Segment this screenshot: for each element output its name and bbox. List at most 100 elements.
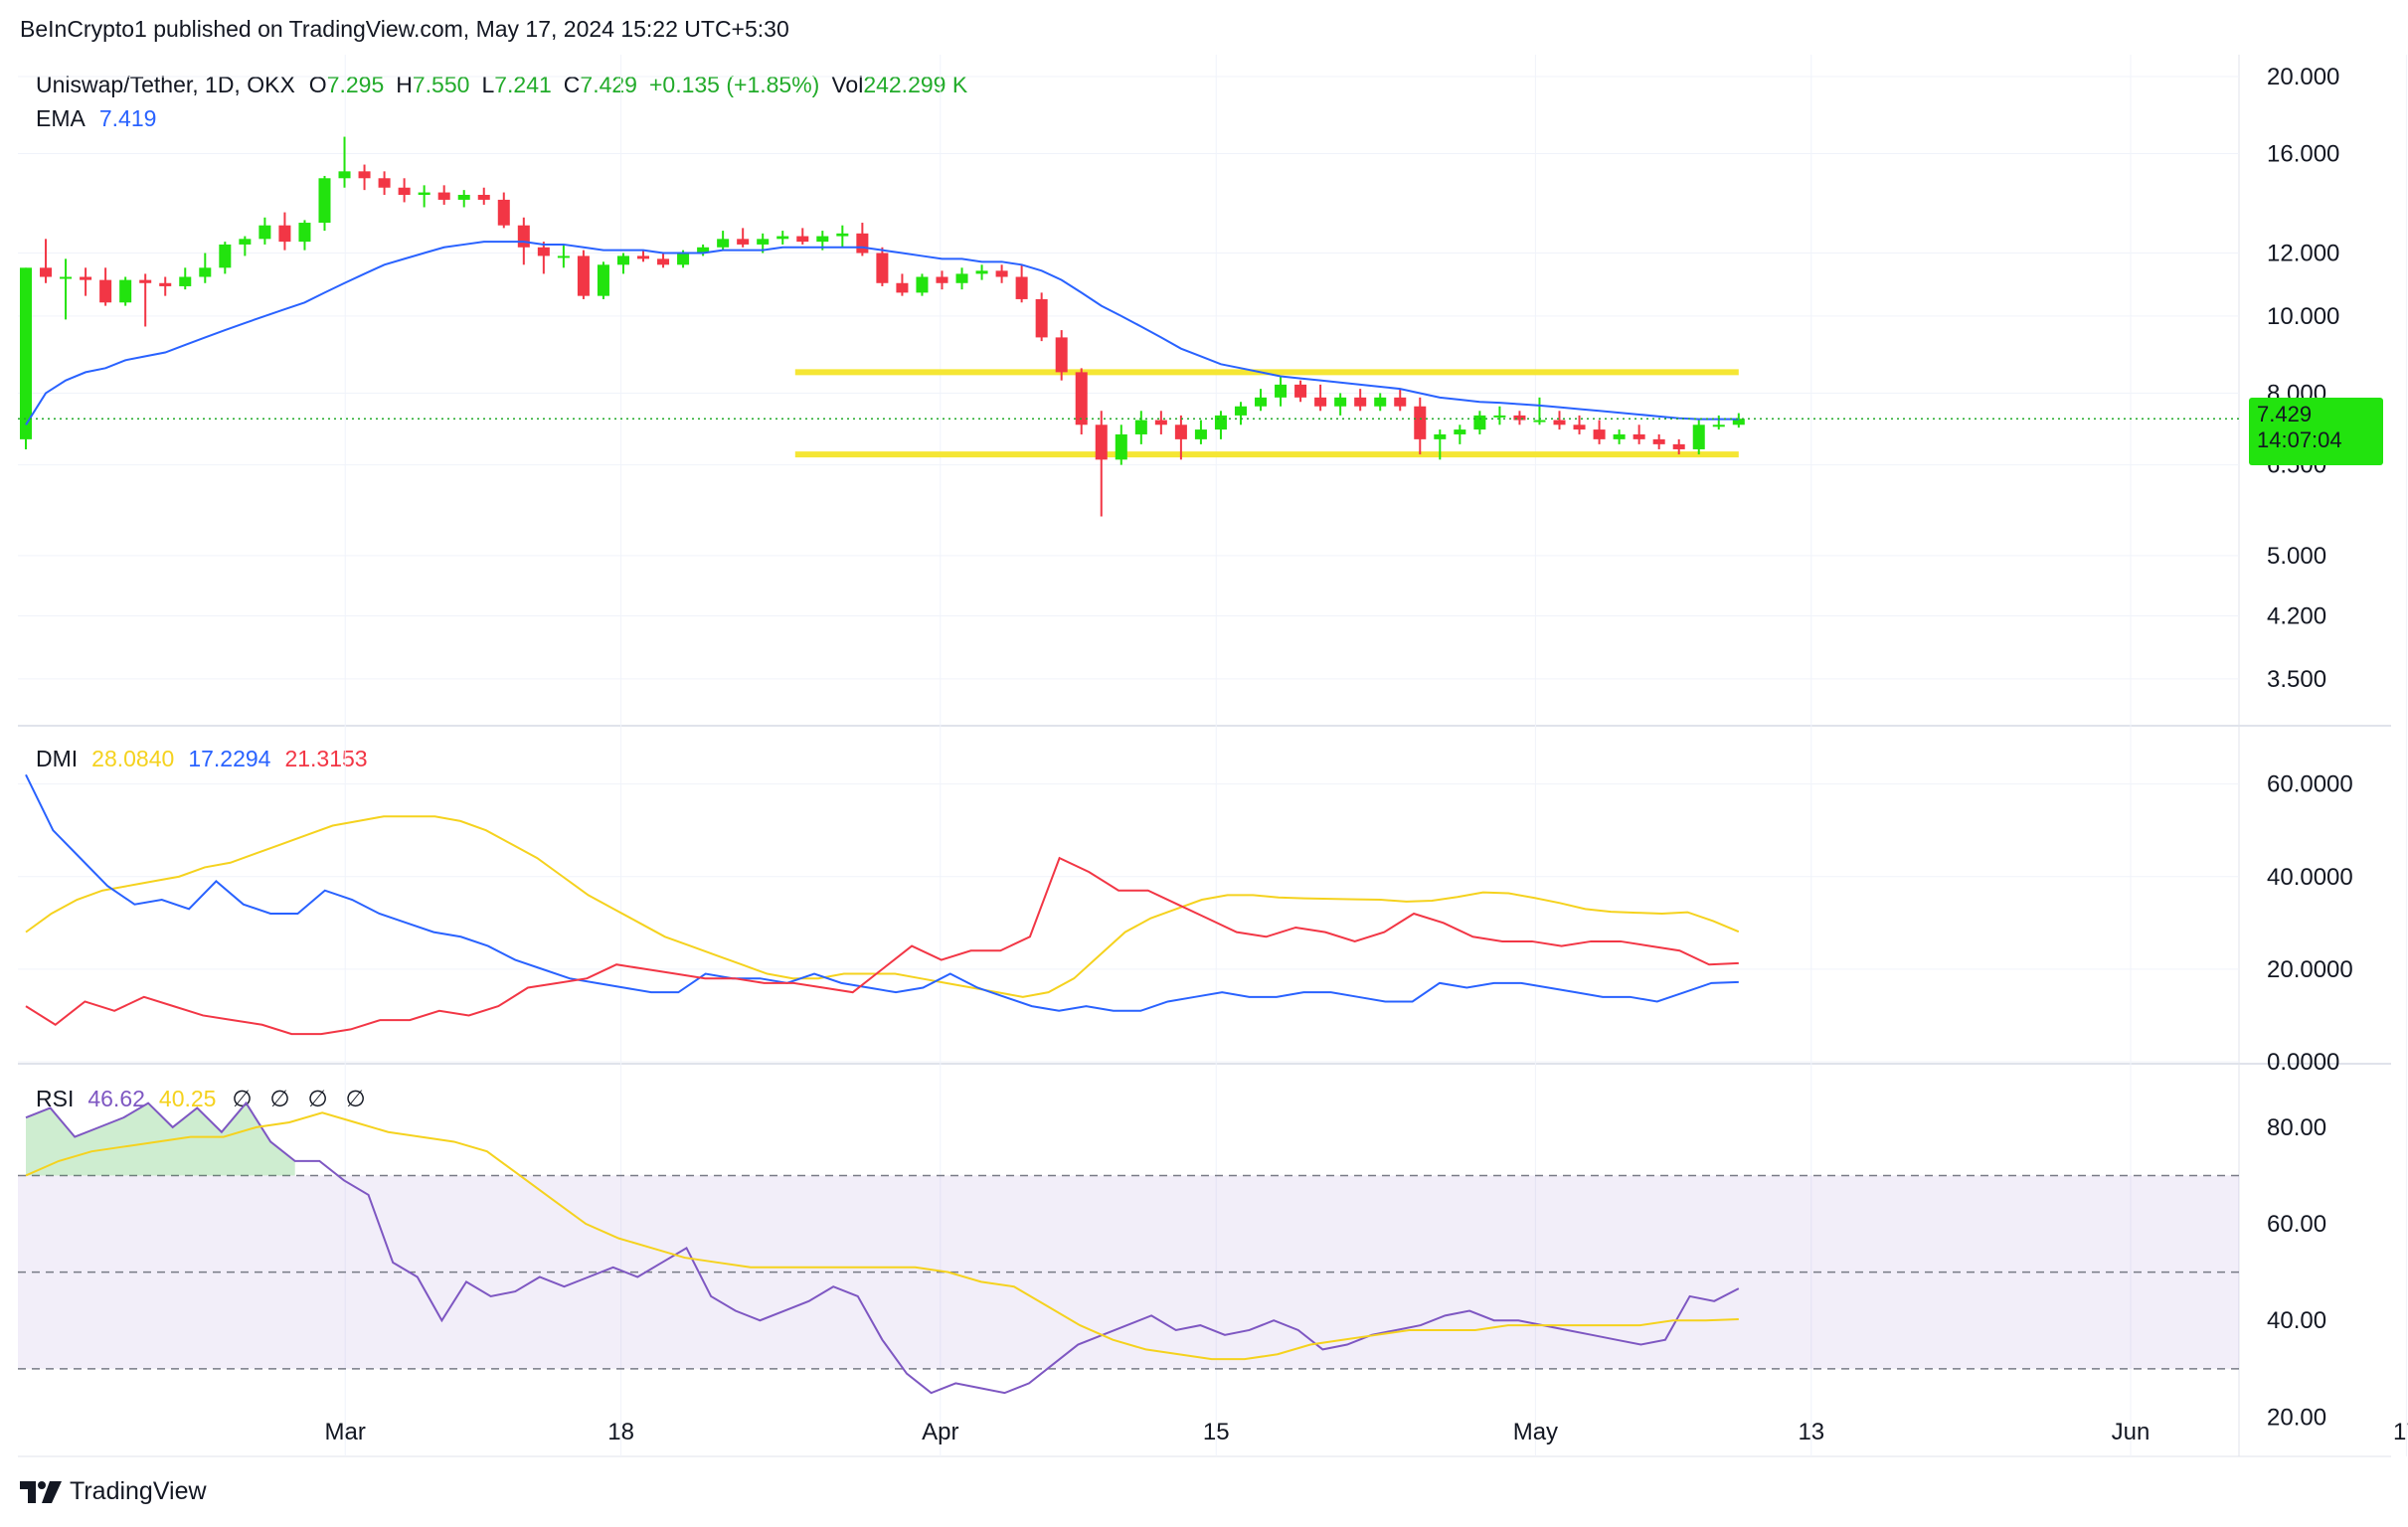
candle-body (1095, 424, 1108, 460)
candle-body (557, 255, 570, 258)
candle-body (1553, 420, 1566, 425)
rsi-axis-label: 40.00 (2267, 1307, 2326, 1334)
candle-body (1035, 298, 1048, 338)
candle-body (1294, 384, 1307, 398)
dmi-axis-label: 0.0000 (2267, 1049, 2339, 1076)
low-value: 7.241 (494, 72, 552, 97)
symbol-legend: Uniswap/Tether, 1D, OKX O 7.295 H 7.550 … (36, 72, 967, 98)
x-tick-label: Jun (2112, 1419, 2150, 1445)
ema-line (25, 241, 1739, 425)
high-label: H (396, 72, 413, 97)
candle-body (616, 255, 629, 265)
rsi-axis-label: 80.00 (2267, 1114, 2326, 1141)
candle-body (239, 239, 252, 245)
rsi-ma-line (25, 1111, 1739, 1361)
dmi-legend: DMI 28.0840 17.2294 21.3153 (36, 746, 368, 772)
change-value: +0.135 (+1.85%) (648, 72, 820, 97)
candle-body (19, 267, 33, 439)
price-axis-label: 5.000 (2267, 543, 2326, 570)
ema-label: EMA (36, 105, 86, 131)
candle-body (1134, 420, 1147, 434)
candle-body (358, 171, 371, 179)
candle-body (437, 192, 450, 200)
candle-body (1513, 415, 1526, 421)
rsi-extra-2: ∅ (269, 1086, 290, 1111)
candle-body (796, 236, 809, 243)
candle-body (1394, 397, 1407, 407)
candle-body (99, 279, 112, 303)
candle-body (1633, 433, 1645, 439)
dmi-axis-label: 40.0000 (2267, 864, 2353, 891)
price-axis-label: 4.200 (2267, 602, 2326, 629)
candle-body (1015, 276, 1028, 299)
plus-di-line (25, 773, 1739, 1012)
candle-body (717, 239, 730, 248)
candle-body (457, 195, 470, 200)
candle-body (80, 276, 92, 280)
rsi-value: 46.62 (87, 1086, 145, 1111)
dmi-axis-label: 60.0000 (2267, 771, 2353, 798)
dmi-plus-value: 17.2294 (188, 746, 271, 771)
price-axis-label: 10.000 (2267, 303, 2339, 330)
candle-body (378, 178, 391, 188)
candle-body (1454, 429, 1466, 434)
rsi-extra-4: ∅ (345, 1086, 366, 1111)
candle-body (1692, 424, 1705, 449)
candle-body (995, 270, 1008, 277)
price-axis-label: 3.500 (2267, 666, 2326, 693)
candle-body (1533, 420, 1546, 423)
candle-body (916, 276, 929, 293)
rsi-ma-value: 40.25 (158, 1086, 217, 1111)
candle-body (597, 264, 609, 296)
candle-body (896, 282, 909, 293)
close-value: 7.429 (580, 72, 637, 97)
candle-body (418, 192, 430, 196)
last-price-value: 7.429 (2257, 402, 2313, 426)
candle-body (1055, 337, 1068, 373)
candle-body (497, 199, 510, 226)
candle-body (757, 239, 770, 245)
candle-body (1434, 433, 1447, 439)
volume-label: Vol (831, 72, 864, 97)
footer-brand: TradingView (70, 1477, 207, 1505)
last-price-tag: 7.429 14:07:04 (2249, 398, 2383, 465)
candle-body (139, 279, 152, 283)
candle-body (1573, 424, 1586, 430)
candle-body (1374, 397, 1387, 407)
candle-body (119, 279, 132, 303)
symbol-name: Uniswap/Tether, 1D, OKX (36, 72, 295, 97)
candle-body (517, 225, 530, 248)
candle-body (1473, 415, 1486, 430)
candle-body (776, 236, 789, 240)
candle-body (1275, 384, 1288, 398)
rsi-line (25, 1101, 1740, 1395)
adx-line (25, 815, 1740, 998)
candle-body (1314, 397, 1327, 407)
candle-body (318, 178, 331, 224)
ema-legend: EMA 7.419 (36, 105, 156, 132)
x-tick-label: 17 (2393, 1419, 2408, 1445)
candle-body (398, 187, 411, 196)
x-tick-label: 18 (607, 1419, 634, 1445)
tradingview-footer[interactable]: TradingView (20, 1477, 207, 1506)
rsi-overbought-fill (26, 1103, 295, 1176)
candle-body (1075, 372, 1088, 425)
x-tick-label: May (1513, 1419, 1558, 1445)
candle-body (677, 253, 690, 265)
candle-body (936, 276, 948, 283)
candle-body (477, 195, 490, 200)
rsi-axis-label: 20.00 (2267, 1404, 2326, 1431)
price-axis-label: 12.000 (2267, 241, 2339, 267)
open-value: 7.295 (326, 72, 385, 97)
candle-body (1593, 429, 1606, 439)
candle-body (298, 223, 311, 243)
publisher-line: BeInCrypto1 published on TradingView.com… (20, 16, 789, 42)
candle-body (1652, 438, 1665, 444)
candle-body (338, 171, 351, 179)
candle-body (1672, 443, 1685, 449)
candle-body (278, 225, 291, 243)
dmi-minus-value: 21.3153 (284, 746, 368, 771)
high-value: 7.550 (412, 72, 470, 97)
candle-body (199, 267, 212, 277)
